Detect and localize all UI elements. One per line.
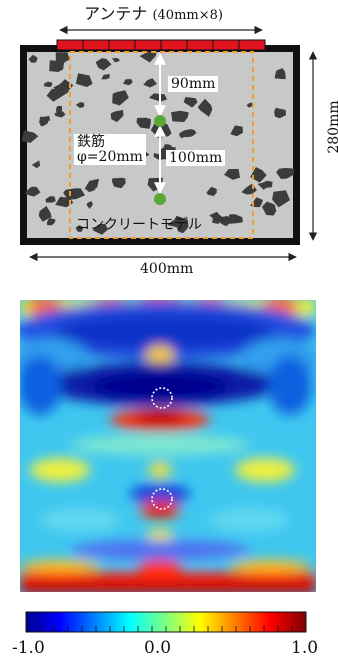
aggregate-stone [171, 110, 189, 122]
aggregate-stone [39, 116, 49, 127]
aggregate-stone [139, 50, 157, 63]
colorbar-ticks [25, 626, 307, 632]
aggregate-stone [43, 81, 53, 88]
aggregate-stone [38, 205, 52, 222]
rebar-marker-lower [151, 488, 173, 510]
colorbar [25, 611, 307, 633]
aggregate-stone [49, 60, 65, 72]
aggregate-stone [46, 218, 56, 226]
rebar-marker-upper [151, 387, 173, 409]
aggregate-stone [86, 201, 93, 209]
aggregate-stone [143, 78, 157, 88]
aggregate-stone [182, 129, 197, 138]
reconstruction-image [20, 300, 316, 592]
aggregate-stone [54, 111, 65, 118]
rebar-upper [154, 115, 166, 127]
model-label: コンクリートモデル [76, 217, 202, 233]
aggregate-stone [92, 223, 108, 235]
aggregate-stone [230, 125, 243, 137]
aggregate-stone [45, 196, 56, 203]
aggregate-stone [276, 167, 295, 179]
aggregate-stone [274, 68, 286, 80]
aggregate-stone [228, 214, 243, 224]
aggregate-stone [224, 168, 240, 180]
aggregate-stone [250, 167, 267, 183]
aggregate-stone [112, 177, 126, 189]
colorbar-min-label: -1.0 [12, 638, 45, 658]
aggregate-stone [24, 186, 41, 197]
aggregate-stone [31, 160, 41, 169]
aggregate-stone [183, 97, 198, 108]
aggregate-stone [101, 74, 110, 80]
aggregate-stone [272, 190, 290, 208]
width-label: 400mm [140, 261, 194, 277]
aggregate-stone [123, 79, 133, 86]
aggregate-stone [257, 180, 273, 190]
spacing-label: 100mm [166, 150, 226, 166]
aggregate-stone [63, 188, 85, 200]
height-label: 280mm [326, 100, 338, 154]
aggregate-stone [21, 130, 39, 143]
aggregate-stone [112, 58, 120, 63]
aggregate-stone [197, 98, 213, 117]
colorbar-max-label: 1.0 [291, 638, 319, 658]
rebar-label: 鉄筋 φ=20mm [74, 134, 146, 166]
aggregate-stone [75, 225, 84, 232]
antenna-element-dividers [82, 40, 240, 50]
aggregate-stone [261, 201, 277, 216]
aggregate-stone [75, 102, 85, 108]
aggregate-stone [110, 109, 124, 123]
aggregate-stone [112, 90, 129, 106]
scan-region-outline [69, 51, 254, 239]
aggregate-stone [246, 102, 253, 108]
aggregate-stone [28, 54, 38, 63]
colorbar-mid-label: 0.0 [144, 638, 172, 658]
depth-label: 90mm [168, 76, 219, 92]
aggregate-stone [53, 79, 74, 94]
antenna-label: アンテナ (40mm×8) [84, 4, 223, 23]
concrete-model-diagram [20, 25, 318, 262]
aggregate-stone [167, 215, 189, 230]
aggregate-stone [209, 211, 225, 224]
aggregate-stone [206, 186, 217, 196]
aggregate-stone [55, 106, 63, 113]
rebar-lower [154, 193, 166, 205]
aggregate-stone [136, 117, 151, 129]
aggregate-stone [274, 107, 286, 119]
aggregate-stone [75, 73, 93, 87]
aggregate-stone [95, 58, 112, 71]
aggregate-stone [84, 178, 100, 190]
